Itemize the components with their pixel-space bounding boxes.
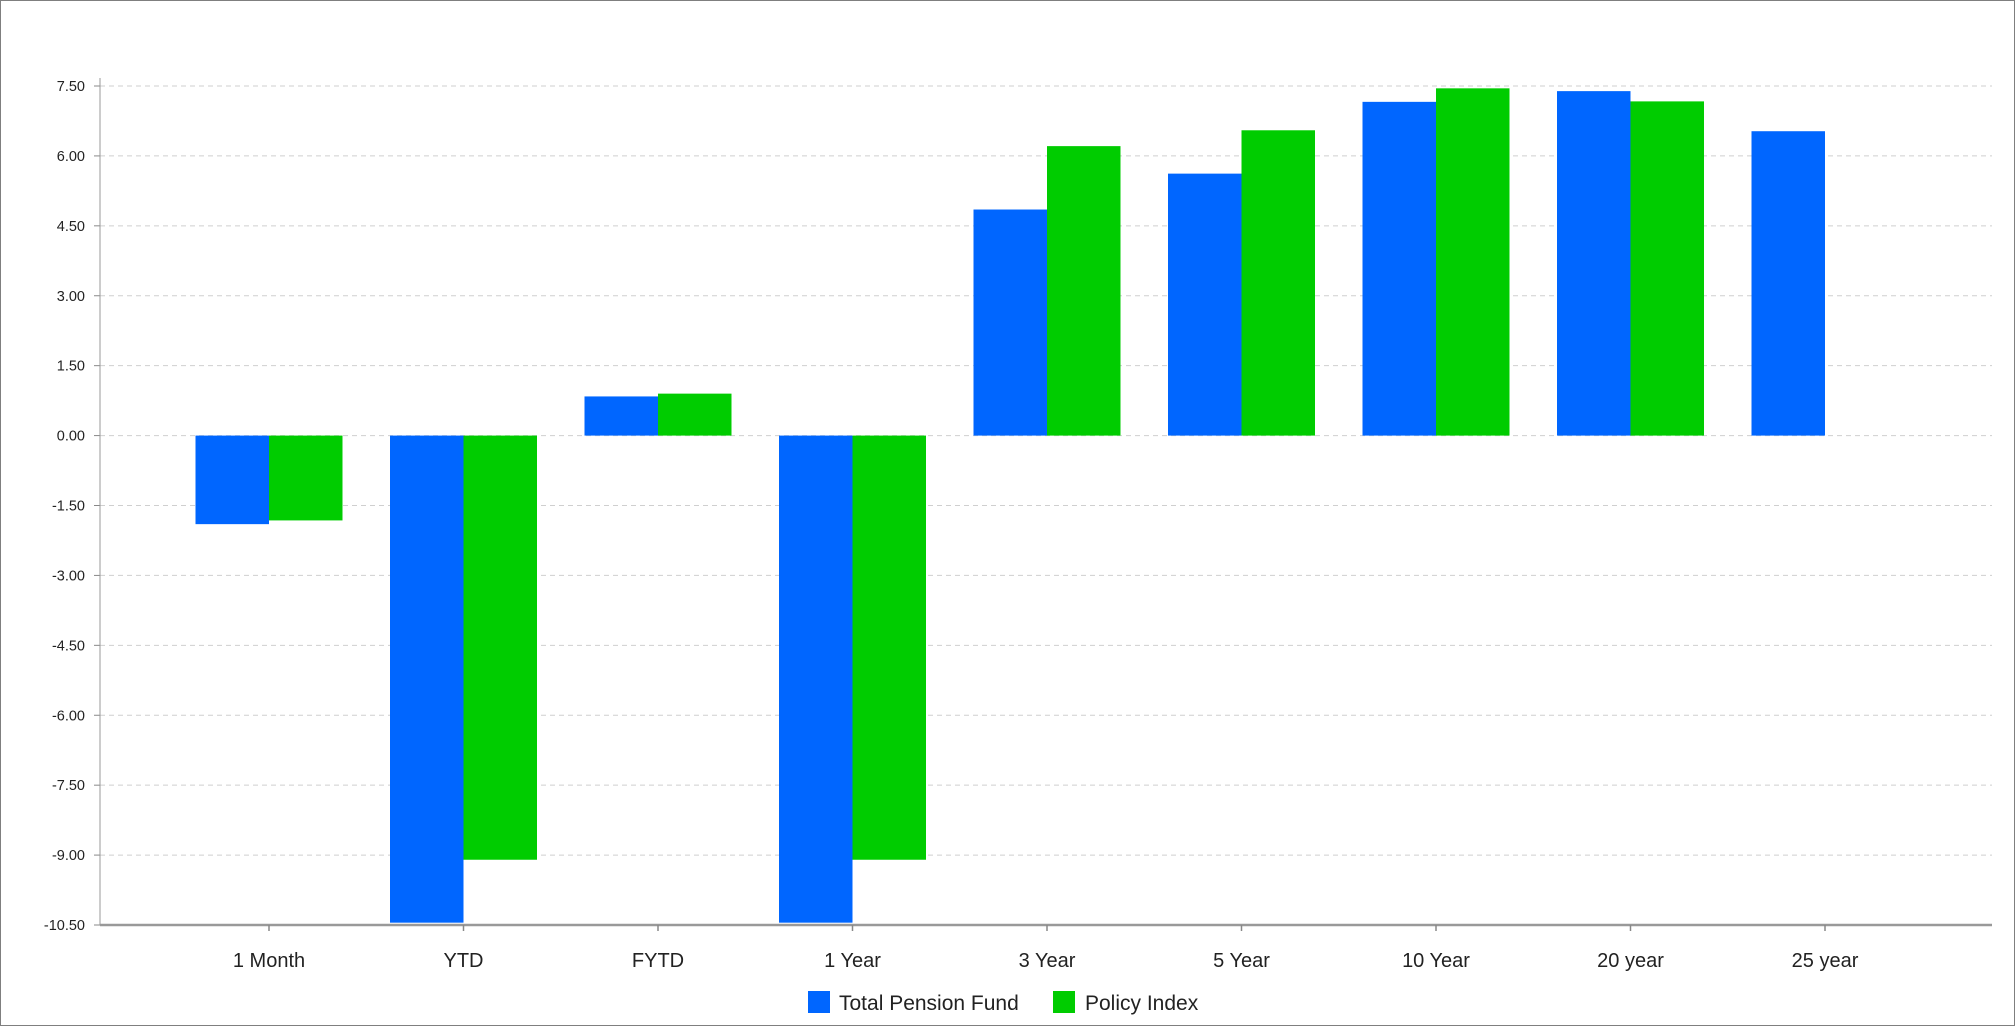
x-tick-label: 1 Month [233,950,305,972]
y-tick-label: -6.00 [52,708,85,724]
legend-label: Total Pension Fund [839,992,1019,1015]
bar-policy-index [852,435,926,860]
bar-total-pension-fund [1362,101,1436,436]
y-tick-label: -4.50 [52,638,85,654]
bar-total-pension-fund [973,209,1047,436]
y-tick-label: -7.50 [52,778,85,794]
y-tick-label: 0.00 [57,429,85,445]
y-tick-label: -9.00 [52,848,85,864]
bar-policy-index [463,435,537,860]
y-tick-label: 3.00 [57,289,85,305]
legend-swatch-total-pension-fund [808,991,830,1013]
gridlines [100,85,1992,856]
x-tick-label: 10 Year [1402,950,1470,972]
y-tick-label: -10.50 [44,918,85,934]
y-tick-label: -1.50 [52,499,85,515]
bar-policy-index [269,435,343,521]
bar-total-pension-fund [1751,131,1825,436]
y-tick-label: 6.00 [57,149,85,165]
x-tick-label: 25 year [1792,950,1859,972]
bar-total-pension-fund [195,435,269,525]
y-tick-label: 1.50 [57,359,85,375]
x-tick-label: 3 Year [1019,950,1076,972]
bar-policy-index [658,393,732,436]
legend-swatch-policy-index [1053,991,1075,1013]
bar-total-pension-fund [779,435,853,923]
x-tick-label: FYTD [632,950,684,972]
legend-label: Policy Index [1085,992,1199,1015]
y-tick-label: 7.50 [57,79,85,95]
bar-total-pension-fund [1557,91,1631,436]
x-tick-label: 5 Year [1213,950,1270,972]
axes [94,78,1992,931]
x-tick-labels: 1 Month YTD FYTD 1 Year 3 Year 5 Year 10 Year 2… [233,950,1859,972]
bar-policy-index [1436,88,1510,436]
y-tick-labels: 7.50 6.00 4.50 3.00 1.50 0.00 -1.50 -3.00 -4.50 -… [44,79,85,934]
x-tick-label: YTD [444,950,484,972]
bar-total-pension-fund [584,396,658,436]
bar-total-pension-fund [390,435,464,923]
bars [195,88,1825,923]
y-tick-label: 4.50 [57,219,85,235]
x-tick-label: 1 Year [824,950,881,972]
x-tick-label: 20 year [1597,950,1664,972]
bar-total-pension-fund [1168,173,1242,436]
bar-policy-index [1047,146,1121,436]
bar-policy-index [1241,130,1315,436]
legend: Total Pension Fund Policy Index [808,991,1199,1015]
y-tick-label: -3.00 [52,568,85,584]
bar-policy-index [1630,101,1704,436]
